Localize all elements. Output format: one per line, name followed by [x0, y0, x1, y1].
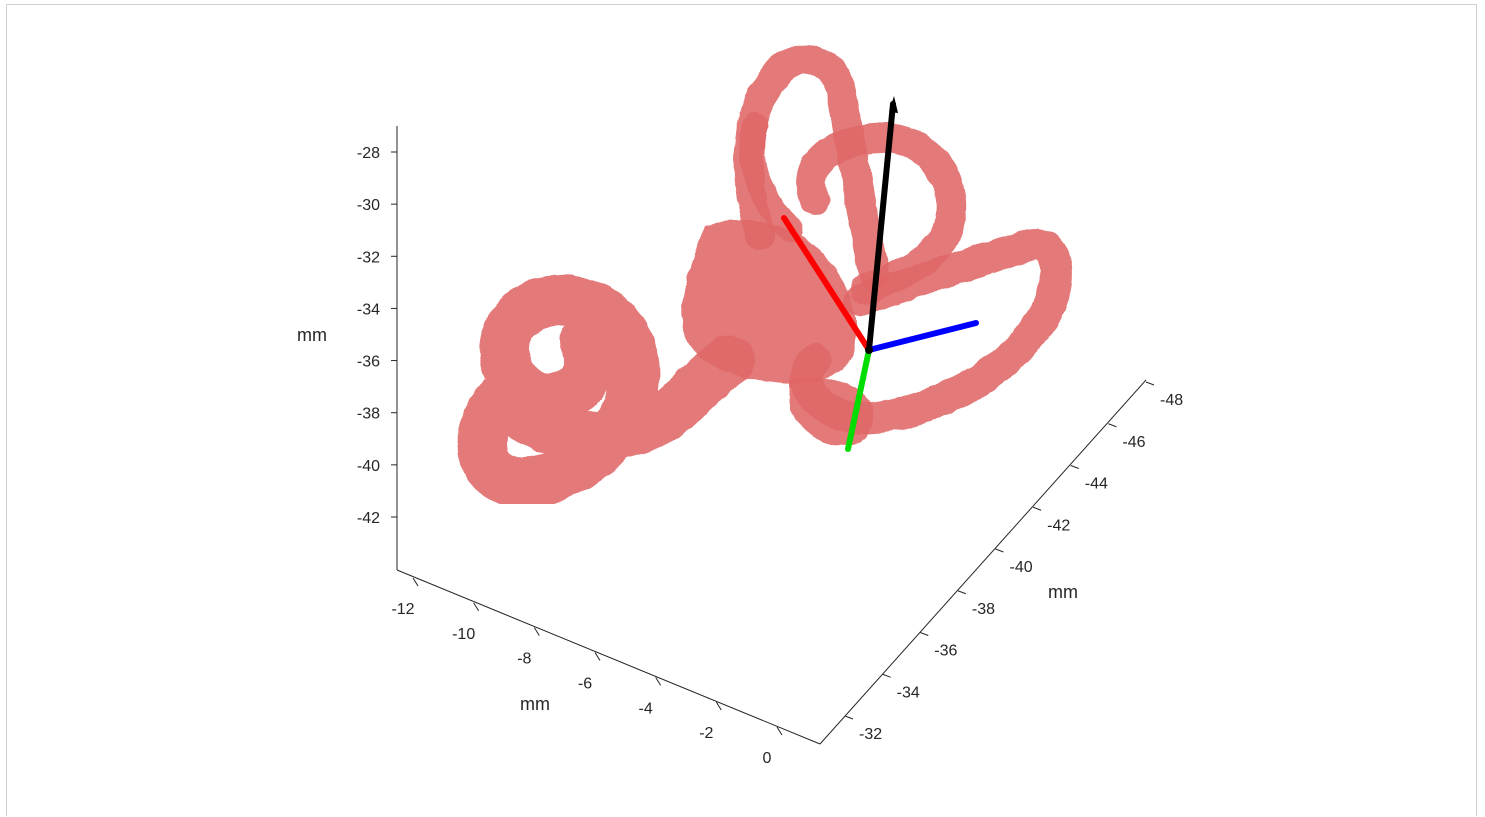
y-axis-tick: [957, 590, 967, 595]
superior-canal-limb: [739, 112, 803, 243]
y-axis-tick-label: -46: [1122, 434, 1145, 451]
x-axis-tick: [715, 701, 722, 711]
y-axis-tick-label: -34: [897, 684, 920, 701]
cochlea-spiral: [457, 275, 755, 508]
y-axis-tick-label: -44: [1085, 476, 1108, 493]
x-axis-ticks: -12 -10 -8 -6 -4 -2 0: [391, 577, 783, 767]
z-axis-title: mm: [297, 325, 327, 345]
x-axis-tick-label: -2: [699, 725, 713, 742]
y-axis-ticks: -32 -34 -36 -38 -40 -42 -44 -46 -48: [844, 381, 1183, 743]
red-vector: [781, 215, 872, 353]
y-axis-tick: [844, 715, 854, 720]
x-axis-tick: [776, 726, 783, 736]
z-axis-tick-label: -36: [357, 354, 380, 371]
z-axis-tick-label: -42: [357, 510, 380, 527]
y-axis-tick: [1108, 423, 1117, 428]
y-axis-title: mm: [1048, 582, 1078, 602]
x-axis-line: [396, 569, 821, 745]
black-vector-arrowhead: [889, 96, 898, 113]
y-axis-tick-label: -48: [1160, 392, 1183, 409]
x-axis-tick: [655, 677, 662, 686]
y-axis-tick-label: -32: [859, 726, 882, 743]
x-axis-tick-label: -12: [391, 601, 414, 618]
y-axis-tick-label: -40: [1010, 559, 1033, 576]
x-axis-tick-label: 0: [763, 750, 772, 767]
y-axis-line: [819, 379, 1147, 745]
x-axis-tick: [594, 652, 601, 661]
y-axis-tick: [882, 673, 891, 678]
blue-vector: [866, 320, 979, 353]
z-axis-ticks: -28 -30 -32 -34 -36 -38 -40 -42: [357, 145, 397, 527]
x-axis-tick-label: -4: [639, 700, 653, 717]
x-axis-tick: [473, 602, 480, 612]
orientation-vectors: [781, 96, 979, 452]
y-axis-tick: [1032, 506, 1042, 511]
x-axis-tick-label: -6: [578, 676, 592, 693]
axes: [396, 126, 1147, 745]
x-axis-tick-label: -10: [452, 626, 475, 643]
z-axis-tick-label: -32: [357, 249, 380, 266]
z-axis-tick-label: -38: [357, 406, 380, 423]
black-vector: [866, 101, 896, 353]
y-axis-tick: [1145, 381, 1155, 386]
y-axis-tick: [995, 548, 1004, 553]
y-axis-tick: [1070, 465, 1079, 469]
z-axis-tick-label: -30: [357, 197, 380, 214]
y-axis-tick: [920, 632, 929, 636]
y-axis-tick-label: -38: [972, 601, 995, 618]
inner-ear-surface: [457, 44, 1073, 508]
z-axis-tick-label: -28: [357, 145, 380, 162]
x-axis-tick: [533, 627, 540, 636]
y-axis-tick-label: -42: [1047, 517, 1070, 534]
green-vector: [845, 347, 872, 452]
x-axis-tick: [412, 577, 419, 587]
z-axis-tick-label: -34: [357, 301, 380, 318]
x-axis-tick-label: -8: [517, 651, 531, 668]
z-axis-tick-label: -40: [357, 458, 380, 475]
x-axis-title: mm: [520, 694, 550, 714]
y-axis-tick-label: -36: [934, 643, 957, 660]
vector-origin: [865, 346, 873, 354]
